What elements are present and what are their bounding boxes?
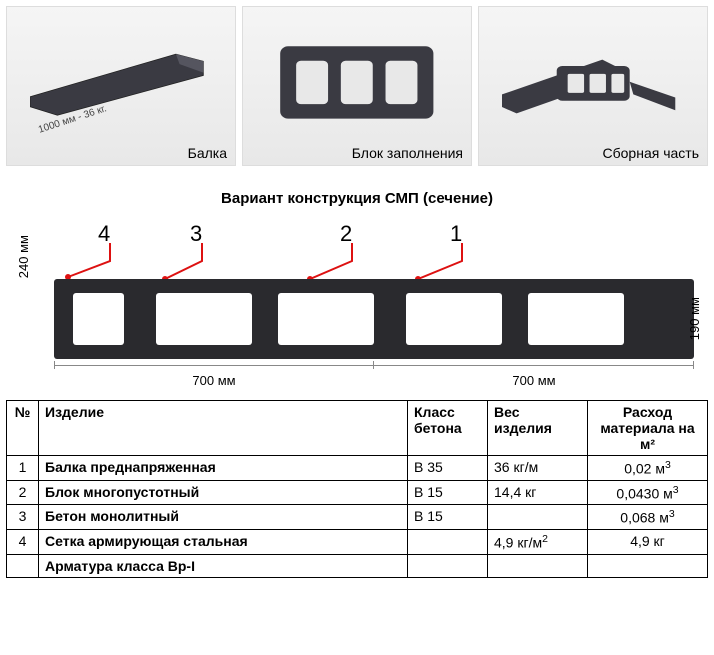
beam-icon (30, 47, 212, 118)
table-cell: Блок многопустотный (39, 480, 408, 505)
table-cell: 0,0430 м3 (588, 480, 708, 505)
th-rash: Расход материала на м² (588, 401, 708, 456)
table-cell: Балка преднапряженная (39, 456, 408, 481)
top-panels: 1000 мм - 36 кг. Балка Блок заполнения С… (0, 0, 714, 172)
table-cell: 14,4 кг (488, 480, 588, 505)
table-cell: 1 (7, 456, 39, 481)
block-icon (277, 39, 437, 126)
th-ves: Вес изделия (488, 401, 588, 456)
panel-beam: 1000 мм - 36 кг. Балка (6, 6, 236, 166)
th-num: № (7, 401, 39, 456)
table-cell: 3 (7, 505, 39, 530)
callout-row: 4 3 2 1 (10, 221, 704, 279)
table-cell (408, 529, 488, 554)
cross-section-diagram: 4 3 2 1 240 мм 190 мм 700 мм 700 мм (10, 221, 704, 388)
table-cell (588, 554, 708, 577)
dim-height-left: 240 мм (16, 235, 31, 278)
table-cell (488, 554, 588, 577)
table-header-row: № Изделие Класс бетона Вес изделия Расхо… (7, 401, 708, 456)
table-row: 1Балка преднапряженнаяВ 3536 кг/м0,02 м3 (7, 456, 708, 481)
table-row: 2Блок многопустотныйВ 1514,4 кг0,0430 м3 (7, 480, 708, 505)
th-klass: Класс бетона (408, 401, 488, 456)
table-body: 1Балка преднапряженнаяВ 3536 кг/м0,02 м3… (7, 456, 708, 578)
spec-table: № Изделие Класс бетона Вес изделия Расхо… (6, 400, 708, 578)
panel-assembly: Сборная часть (478, 6, 708, 166)
table-cell: 4,9 кг/м2 (488, 529, 588, 554)
assembly-icon (502, 47, 684, 126)
table-cell: 36 кг/м (488, 456, 588, 481)
th-item: Изделие (39, 401, 408, 456)
dim-height-right: 190 мм (687, 297, 702, 340)
cross-section-beam (54, 279, 694, 359)
table-cell: Бетон монолитный (39, 505, 408, 530)
table-row: Арматура класса Вр-I (7, 554, 708, 577)
table-row: 3Бетон монолитныйВ 15 0,068 м3 (7, 505, 708, 530)
table-row: 4Сетка армирующая стальная 4,9 кг/м24,9 к… (7, 529, 708, 554)
table-cell: 0,02 м3 (588, 456, 708, 481)
table-cell: 2 (7, 480, 39, 505)
table-cell: В 15 (408, 505, 488, 530)
dim-span-1: 700 мм (54, 373, 374, 388)
dim-span-1-label: 700 мм (192, 373, 235, 388)
table-cell (7, 554, 39, 577)
dim-span-2-label: 700 мм (512, 373, 555, 388)
table-cell (488, 505, 588, 530)
callout-lines-icon (10, 221, 704, 279)
panel-block: Блок заполнения (242, 6, 472, 166)
table-cell: В 35 (408, 456, 488, 481)
table-cell: 0,068 м3 (588, 505, 708, 530)
table-cell: 4,9 кг (588, 529, 708, 554)
table-cell: 4 (7, 529, 39, 554)
panel-beam-label: Балка (188, 145, 227, 161)
panel-assembly-label: Сборная часть (603, 145, 699, 161)
dim-horizontal-row: 700 мм 700 мм (54, 373, 694, 388)
section-title: Вариант конструкция СМП (сечение) (0, 190, 714, 207)
table-cell: Арматура класса Вр-I (39, 554, 408, 577)
table-cell: В 15 (408, 480, 488, 505)
table-cell (408, 554, 488, 577)
panel-block-label: Блок заполнения (352, 145, 463, 161)
table-cell: Сетка армирующая стальная (39, 529, 408, 554)
dim-span-2: 700 мм (374, 373, 694, 388)
